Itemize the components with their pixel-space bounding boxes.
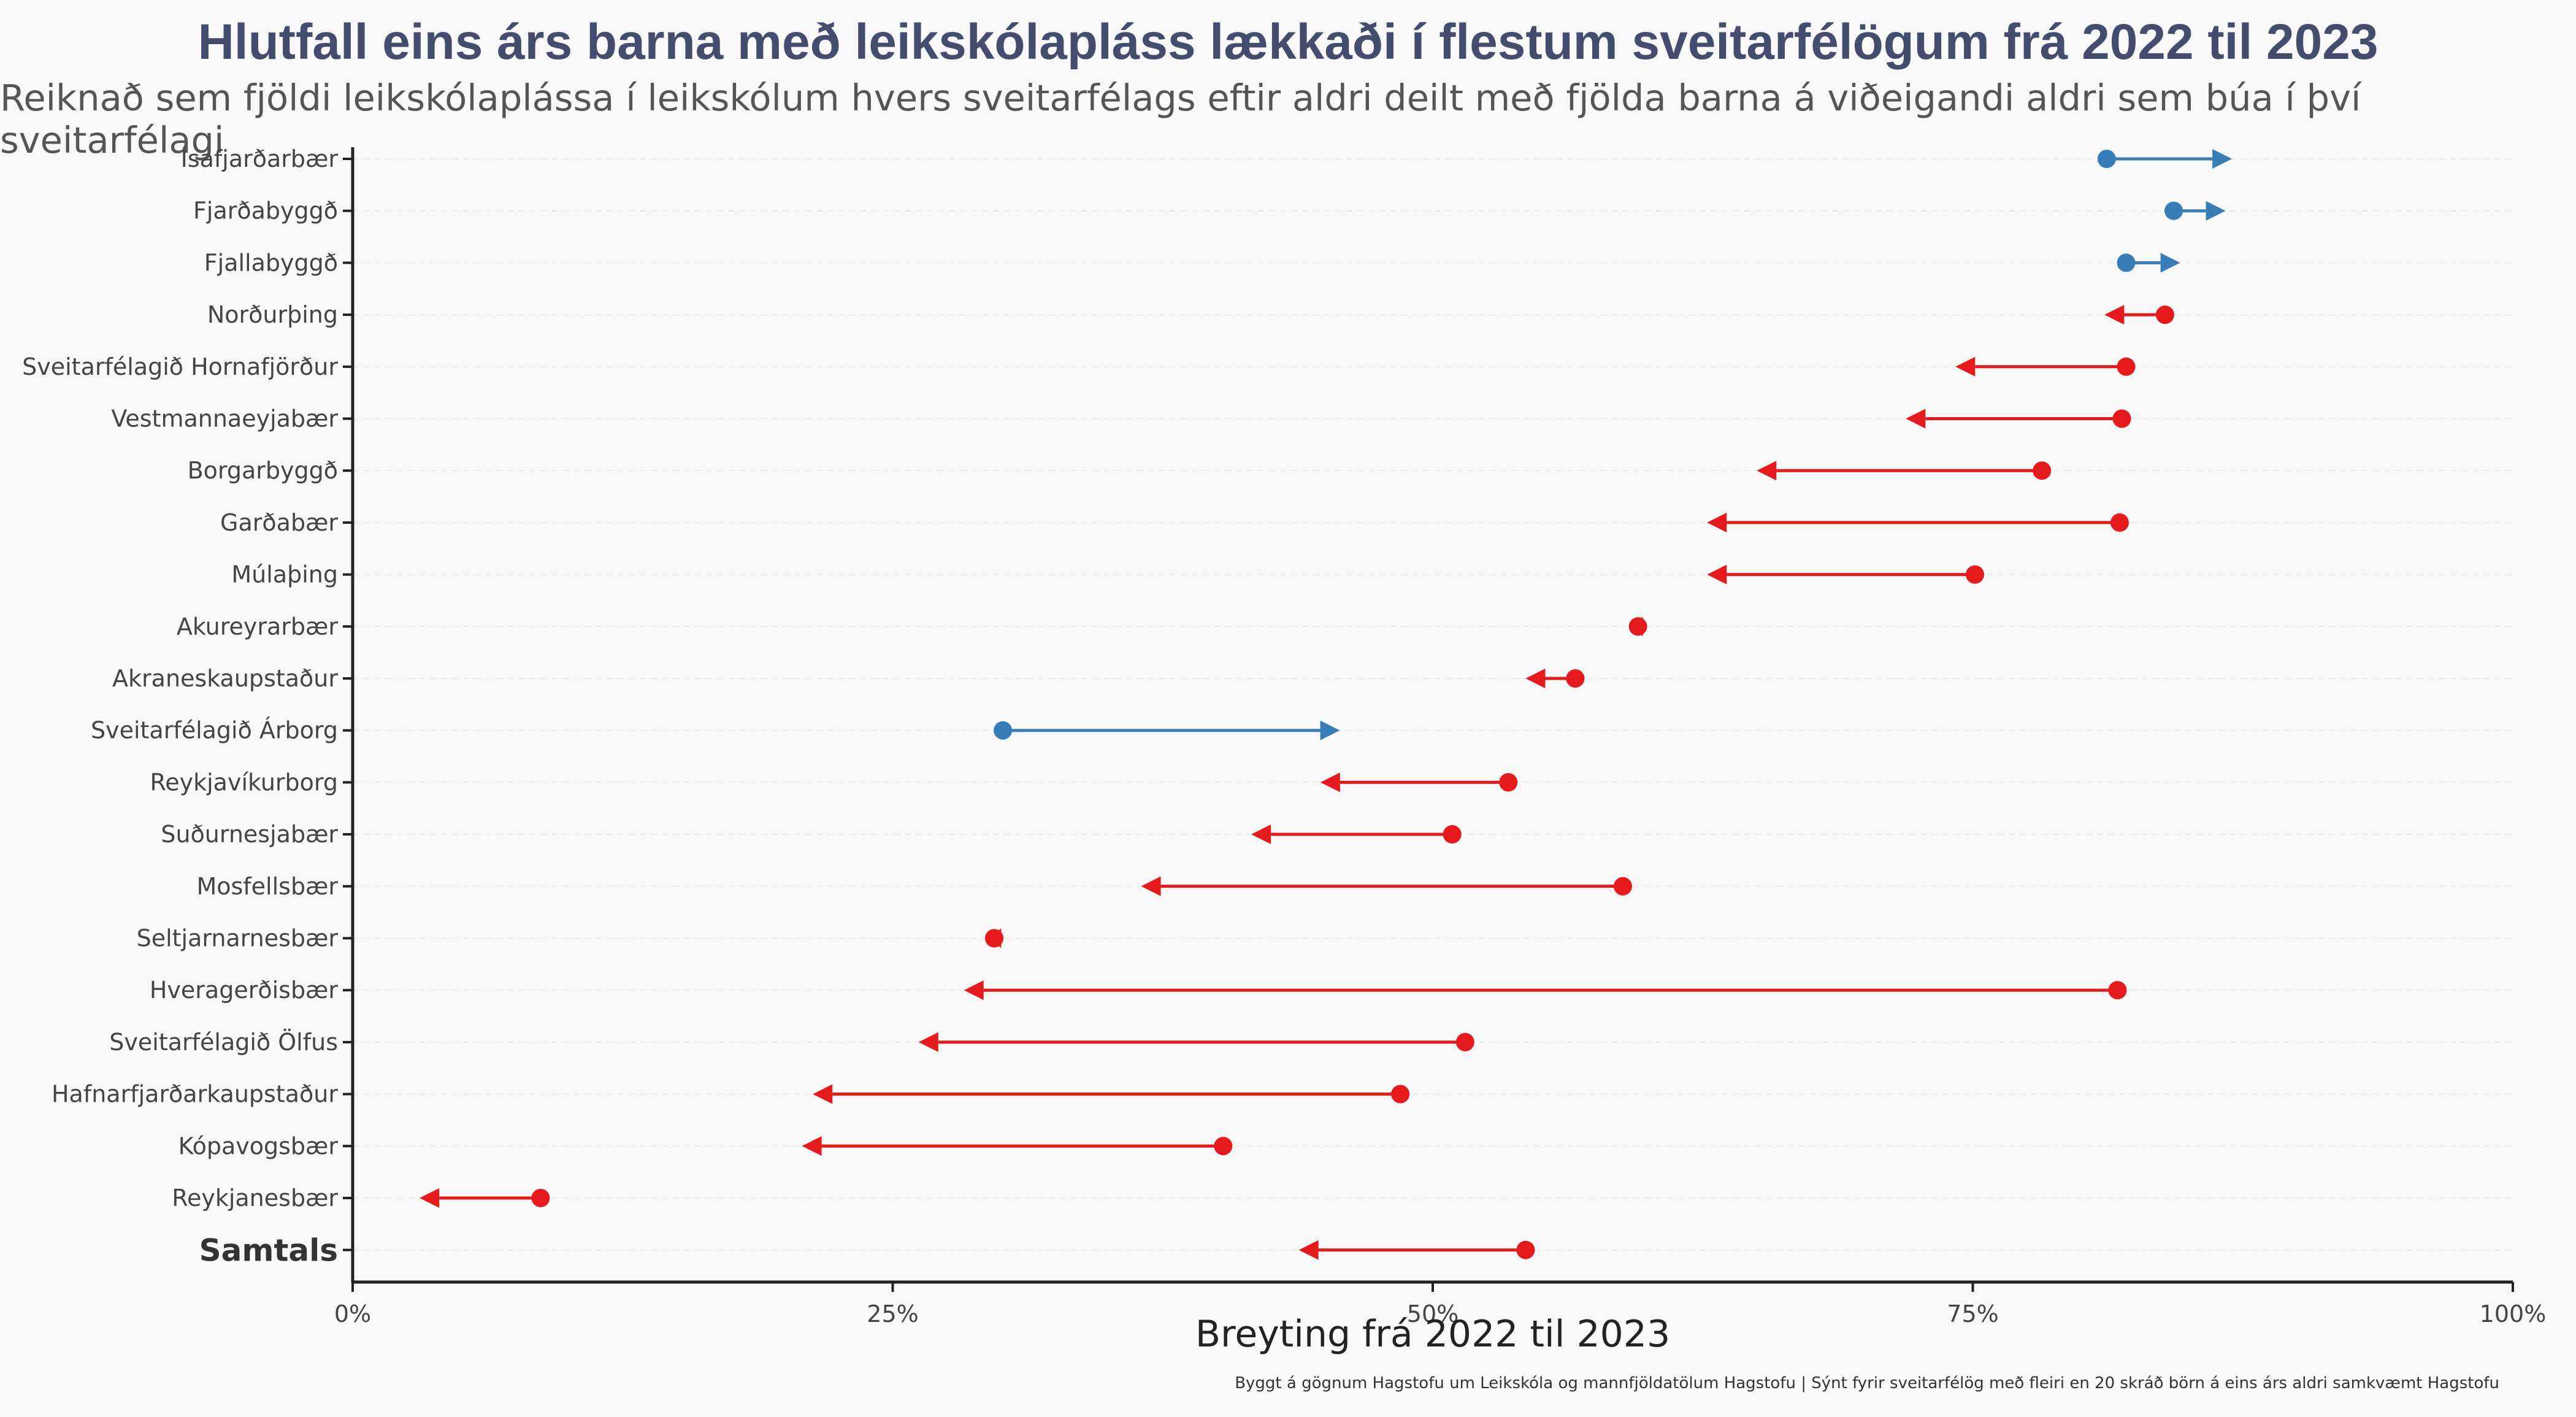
chart-subtitle: Reiknað sem fjöldi leikskólaplássa í lei… [0, 77, 2361, 161]
y-category-label: Vestmannaeyjabær [111, 405, 338, 432]
value-2023-arrow [802, 1136, 822, 1156]
value-2023-arrow [813, 1084, 833, 1104]
value-2023-arrow [1141, 876, 1161, 896]
y-category-label: Mosfellsbær [196, 873, 338, 900]
y-category-label: Kópavogsbær [178, 1132, 339, 1159]
value-2022-dot [1391, 1085, 1410, 1104]
value-2023-arrow [964, 980, 984, 1000]
value-2022-dot [2033, 461, 2052, 480]
value-2022-dot [2117, 357, 2136, 376]
value-2023-arrow [1906, 409, 1926, 429]
value-2022-dot [2155, 305, 2174, 324]
y-category-label: Sveitarfélagið Hornafjörður [22, 353, 338, 380]
value-2022-dot [1455, 1032, 1474, 1051]
y-category-label: Fjallabyggð [204, 249, 338, 276]
chart-caption: Byggt á gögnum Hagstofu um Leikskóla og … [1235, 1374, 2499, 1392]
y-category-label: Borgarbyggð [188, 457, 338, 484]
y-category-label: Suðurnesjabær [161, 821, 338, 848]
y-category-label: Reykjanesbær [172, 1185, 338, 1212]
y-category-label: Sveitarfélagið Ölfus [109, 1029, 338, 1056]
x-axis-label: Breyting frá 2022 til 2023 [1195, 1313, 1671, 1356]
value-2022-dot [1966, 565, 1985, 584]
value-2022-dot [1613, 877, 1632, 896]
y-category-label: Múlaþing [231, 561, 338, 588]
value-2023-arrow [1955, 356, 1976, 377]
x-tick-label: 25% [867, 1300, 918, 1327]
value-2023-arrow [2212, 149, 2233, 169]
value-2022-dot [1516, 1240, 1535, 1259]
value-2022-dot [531, 1189, 550, 1207]
value-2022-dot [994, 721, 1013, 740]
value-2022-dot [1628, 617, 1647, 636]
value-2023-arrow [1320, 720, 1340, 740]
y-category-label: Hafnarfjarðarkaupstaður [52, 1081, 338, 1108]
labels: 0% 25% 50% 75% 100% Ísafjarðarbær Fjarðabyggð F… [22, 145, 2546, 1327]
y-category-label: Hveragerðisbær [150, 977, 339, 1004]
value-2022-dot [1566, 669, 1585, 688]
value-2023-arrow [1707, 512, 1727, 532]
value-2022-dot [985, 929, 1004, 948]
value-2023-arrow [420, 1188, 440, 1208]
gridlines [353, 158, 2513, 1251]
value-2023-arrow [1707, 564, 1727, 585]
y-category-label: Norðurþing [207, 301, 338, 328]
x-tick-label: 100% [2480, 1300, 2547, 1327]
value-2022-dot [1214, 1137, 1233, 1156]
value-2022-dot [2110, 513, 2129, 532]
value-2023-arrow [2206, 201, 2226, 221]
value-2022-dot [1499, 773, 1518, 792]
y-category-label: Seltjarnarnesbær [137, 925, 339, 952]
value-2023-arrow [1757, 461, 1777, 481]
value-2022-dot [2117, 253, 2136, 272]
y-category-label: Akraneskaupstaður [112, 665, 338, 692]
x-tick-label: 50% [1407, 1300, 1459, 1327]
value-2023-arrow [2104, 305, 2125, 325]
value-2022-dot [1443, 825, 1462, 844]
value-2023-arrow [1525, 669, 1546, 688]
value-2022-dot [2164, 201, 2183, 220]
y-category-label: Samtals [199, 1233, 338, 1269]
y-category-label: Reykjavíkurborg [150, 769, 338, 796]
data-marks [420, 149, 2233, 1260]
x-tick-label: 0% [334, 1300, 371, 1327]
y-category-label: Fjarðabyggð [193, 198, 338, 225]
axes [343, 147, 2514, 1292]
chart-title: Hlutfall eins árs barna með leikskólaplá… [197, 14, 2379, 70]
y-category-label: Akureyrarbær [177, 613, 339, 640]
y-category-label: Ísafjarðarbær [181, 145, 339, 172]
value-2022-dot [2112, 409, 2131, 428]
value-2023-arrow [918, 1032, 938, 1052]
y-category-label: Sveitarfélagið Árborg [91, 717, 338, 744]
value-2022-dot [2097, 150, 2116, 168]
value-2023-arrow [1251, 824, 1271, 845]
value-2022-dot [2108, 981, 2127, 1000]
value-2023-arrow [1298, 1240, 1319, 1260]
value-2023-arrow [1320, 772, 1340, 793]
value-2023-arrow [2160, 253, 2180, 273]
x-tick-label: 75% [1947, 1300, 1998, 1327]
y-category-label: Garðabær [220, 509, 338, 536]
